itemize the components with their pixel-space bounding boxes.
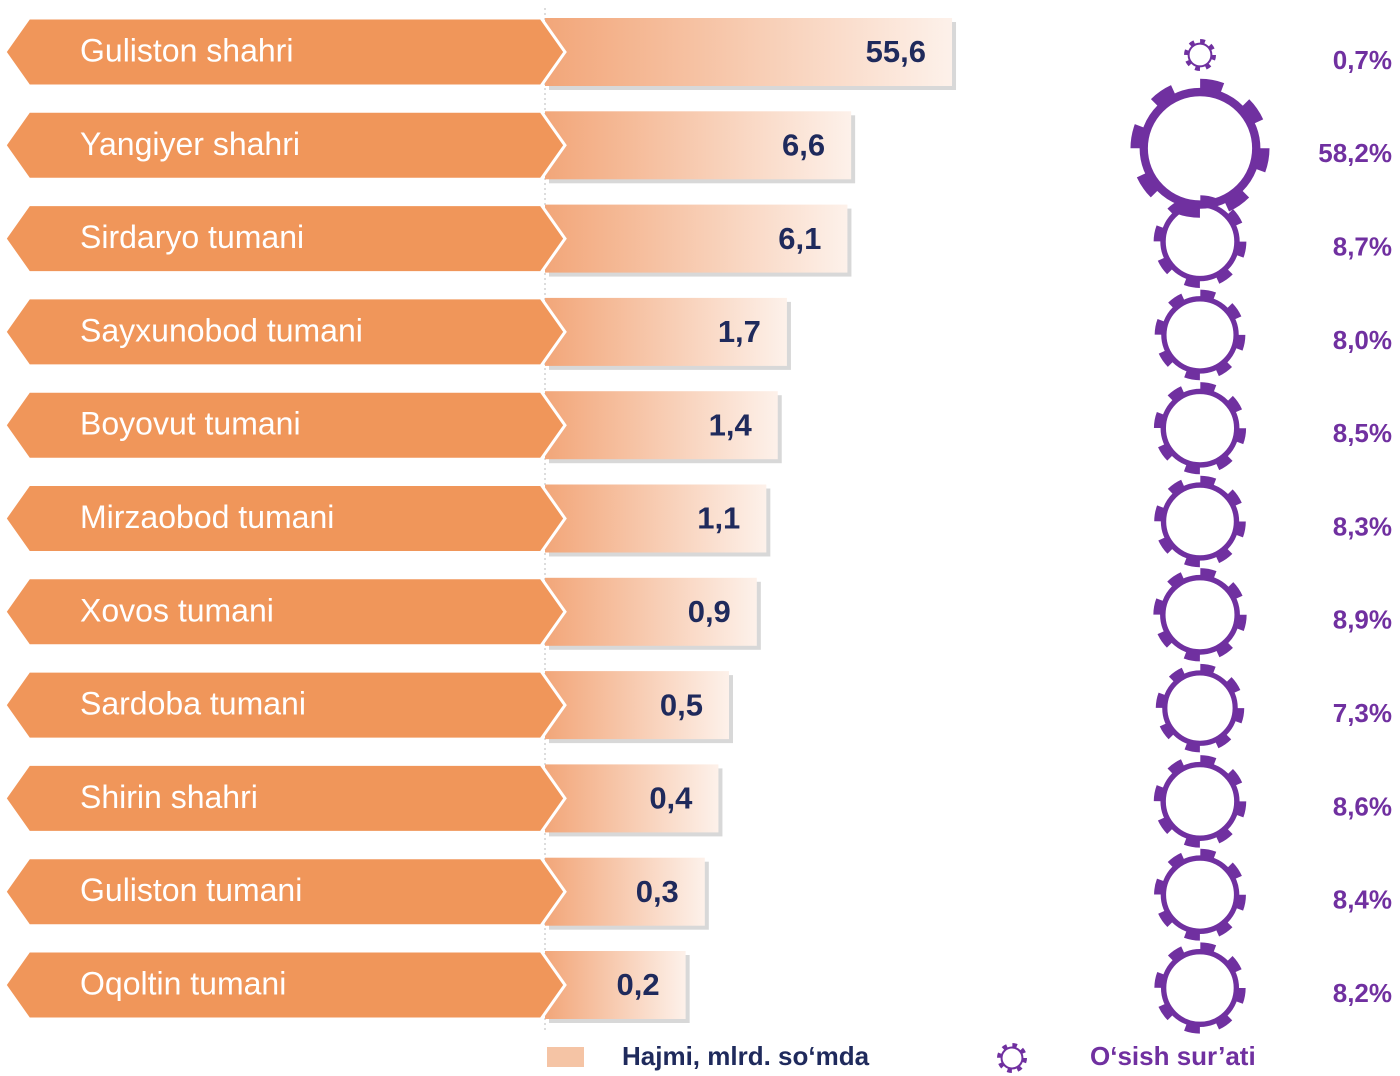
bar-value-label: 1,4 (709, 407, 753, 442)
bar (545, 204, 848, 273)
bar (545, 764, 719, 833)
gear (997, 1043, 1027, 1073)
gear-teeth (1153, 755, 1247, 848)
gear (1154, 289, 1246, 381)
category-label: Guliston shahri (80, 32, 293, 68)
category-label: Sayxunobod tumani (80, 312, 363, 348)
bar (545, 111, 852, 180)
growth-label: 8,9% (1333, 605, 1392, 635)
gear-ring (1160, 761, 1240, 841)
gear (1130, 78, 1270, 218)
bar (545, 857, 705, 926)
category-arrow (3, 762, 567, 834)
growth-label: 8,5% (1333, 418, 1392, 448)
gear-teeth (1154, 475, 1246, 568)
category-arrow (3, 203, 567, 275)
bar (545, 18, 953, 86)
gear-teeth (1153, 195, 1247, 288)
gear-ring (1160, 948, 1240, 1028)
gear-ring (1139, 87, 1261, 209)
bar (545, 391, 778, 460)
gear-ring (1160, 482, 1240, 561)
category-label: Guliston tumani (80, 872, 302, 908)
category-arrow (3, 296, 567, 368)
bar (545, 297, 787, 366)
bar-value-label: 0,9 (688, 594, 731, 629)
growth-label: 7,3% (1333, 698, 1392, 728)
gear-teeth (1155, 663, 1245, 753)
gear-ring (1160, 388, 1240, 468)
category-label: Boyovut tumani (80, 406, 301, 442)
legend-label: O‘sish sur’ati (1090, 1041, 1256, 1071)
growth-label: 8,3% (1333, 511, 1392, 541)
gear (1153, 195, 1247, 288)
gear-teeth (1153, 568, 1247, 662)
growth-label: 8,2% (1333, 978, 1392, 1008)
legend-swatch (547, 1047, 584, 1067)
gear-teeth (997, 1043, 1027, 1073)
category-arrow (3, 109, 567, 181)
bar-value-label: 1,7 (718, 314, 761, 349)
category-label: Shirin shahri (80, 779, 258, 815)
growth-label: 8,4% (1333, 885, 1392, 915)
growth-label: 8,6% (1333, 791, 1392, 821)
category-arrow (3, 949, 567, 1021)
gear-teeth (1130, 78, 1270, 218)
gear-teeth (1154, 848, 1246, 941)
bar-value-label: 0,2 (617, 967, 660, 1002)
gear (1153, 568, 1247, 662)
category-label: Yangiyer shahri (80, 126, 300, 162)
gear (1153, 755, 1247, 848)
category-label: Oqoltin tumani (80, 965, 286, 1001)
gear (1154, 475, 1246, 568)
gear-ring (1162, 670, 1238, 746)
bar-value-label: 1,1 (697, 501, 740, 536)
category-label: Mirzaobod tumani (80, 499, 334, 535)
bar-value-label: 6,6 (782, 127, 825, 162)
bar (545, 671, 729, 740)
gear-teeth (1154, 289, 1246, 381)
growth-label: 8,0% (1333, 325, 1392, 355)
gear (1153, 382, 1247, 475)
bar-value-label: 55,6 (866, 34, 926, 69)
bar-value-label: 0,4 (649, 781, 693, 816)
bar-value-label: 0,3 (636, 874, 679, 909)
gear (1154, 848, 1246, 941)
growth-label: 8,7% (1333, 231, 1392, 261)
gear-ring (1160, 855, 1240, 935)
legend-label: Hajmi, mlrd. so‘mda (622, 1041, 870, 1071)
gear (1155, 663, 1245, 753)
category-arrow (3, 856, 567, 928)
gear-teeth (1184, 39, 1216, 71)
bar (545, 484, 767, 553)
category-label: Sirdaryo tumani (80, 219, 304, 255)
bar (545, 951, 686, 1019)
bar (545, 577, 757, 646)
gear (1184, 39, 1216, 71)
category-label: Sardoba tumani (80, 686, 306, 722)
gear-ring (1187, 42, 1213, 68)
gear-teeth (1154, 942, 1246, 1034)
growth-label: 0,7% (1333, 45, 1392, 75)
gear-ring (1160, 201, 1240, 282)
category-arrow (3, 16, 567, 88)
growth-label: 58,2% (1318, 138, 1392, 168)
gear-ring (1161, 296, 1239, 374)
category-arrow (3, 483, 567, 554)
category-arrow (3, 389, 567, 461)
gear-ring (1160, 574, 1240, 655)
gear (1154, 942, 1246, 1034)
gear-ring (1000, 1046, 1024, 1070)
bar-value-label: 6,1 (778, 221, 821, 256)
category-arrow (3, 576, 567, 648)
bar-value-label: 0,5 (660, 687, 703, 722)
category-label: Xovos tumani (80, 592, 274, 628)
gear-teeth (1153, 382, 1247, 475)
category-arrow (3, 669, 567, 741)
